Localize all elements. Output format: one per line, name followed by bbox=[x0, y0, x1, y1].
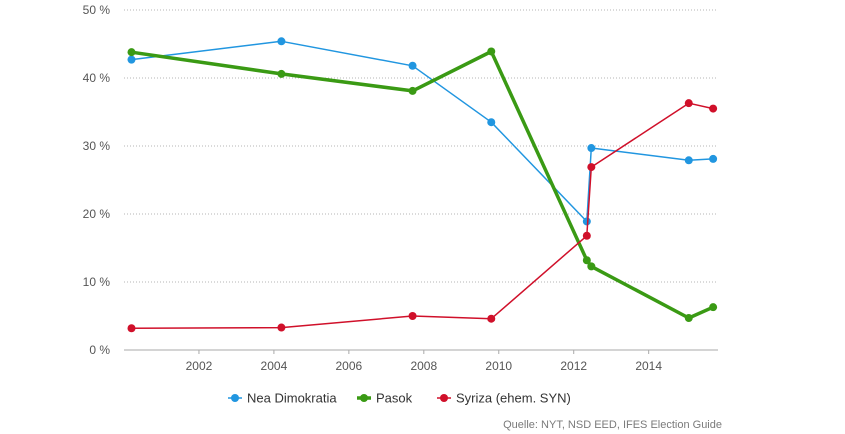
legend-label: Pasok bbox=[376, 391, 413, 406]
data-point[interactable] bbox=[709, 154, 718, 163]
data-point[interactable] bbox=[709, 104, 718, 113]
legend-item[interactable]: Syriza (ehem. SYN) bbox=[437, 391, 571, 406]
x-tick-label: 2014 bbox=[635, 359, 662, 373]
data-point[interactable] bbox=[277, 323, 286, 332]
x-tick-label: 2002 bbox=[186, 359, 213, 373]
data-point[interactable] bbox=[587, 262, 596, 271]
y-tick-label: 20 % bbox=[83, 207, 111, 221]
legend[interactable]: Nea Dimokratia Pasok Syriza (ehem. SYN) bbox=[228, 391, 571, 406]
y-tick-label: 50 % bbox=[83, 3, 111, 17]
data-point[interactable] bbox=[487, 314, 496, 323]
y-tick-label: 30 % bbox=[83, 139, 111, 153]
data-point[interactable] bbox=[587, 144, 596, 153]
x-axis: 2002 2004 2006 2008 2010 2012 2014 bbox=[186, 350, 662, 373]
data-point[interactable] bbox=[408, 312, 417, 320]
y-axis: 0 % 10 % 20 % 30 % 40 % 50 % bbox=[83, 3, 111, 357]
legend-item[interactable]: Pasok bbox=[357, 391, 413, 406]
y-tick-label: 0 % bbox=[89, 343, 110, 357]
data-point[interactable] bbox=[127, 48, 136, 57]
data-point[interactable] bbox=[587, 163, 596, 172]
data-point[interactable] bbox=[277, 37, 286, 46]
data-point[interactable] bbox=[487, 118, 496, 127]
series-line bbox=[129, 49, 715, 320]
legend-swatch-dot bbox=[440, 394, 448, 402]
data-point[interactable] bbox=[277, 69, 286, 78]
legend-label: Nea Dimokratia bbox=[247, 391, 337, 406]
data-point[interactable] bbox=[582, 231, 591, 240]
series-pasok bbox=[127, 47, 718, 323]
data-point[interactable] bbox=[684, 99, 693, 108]
x-tick-label: 2004 bbox=[261, 359, 288, 373]
data-point[interactable] bbox=[127, 55, 136, 64]
x-tick-label: 2006 bbox=[336, 359, 363, 373]
series-nea-dimokratia bbox=[127, 37, 718, 226]
grid-layer bbox=[124, 9, 718, 351]
x-tick-label: 2008 bbox=[410, 359, 437, 373]
data-point[interactable] bbox=[684, 156, 693, 165]
series-layer bbox=[127, 37, 718, 333]
data-point[interactable] bbox=[582, 217, 591, 226]
legend-label: Syriza (ehem. SYN) bbox=[456, 391, 571, 406]
data-point[interactable] bbox=[408, 61, 417, 70]
data-point[interactable] bbox=[582, 256, 591, 265]
series-line bbox=[130, 102, 714, 329]
series-syriza-ehem-syn bbox=[127, 99, 718, 333]
legend-swatch-dot bbox=[231, 394, 239, 402]
legend-swatch-dot bbox=[360, 394, 368, 402]
y-tick-label: 10 % bbox=[83, 275, 111, 289]
x-tick-label: 2012 bbox=[560, 359, 587, 373]
data-point[interactable] bbox=[684, 314, 693, 323]
data-point[interactable] bbox=[127, 324, 136, 333]
data-point[interactable] bbox=[408, 86, 417, 95]
data-point[interactable] bbox=[487, 47, 496, 56]
series-line bbox=[130, 40, 714, 223]
data-point[interactable] bbox=[709, 303, 718, 312]
x-tick-label: 2010 bbox=[485, 359, 512, 373]
source-note: Quelle: NYT, NSD EED, IFES Election Guid… bbox=[503, 419, 722, 431]
y-tick-label: 40 % bbox=[83, 71, 111, 85]
legend-item[interactable]: Nea Dimokratia bbox=[228, 391, 337, 406]
